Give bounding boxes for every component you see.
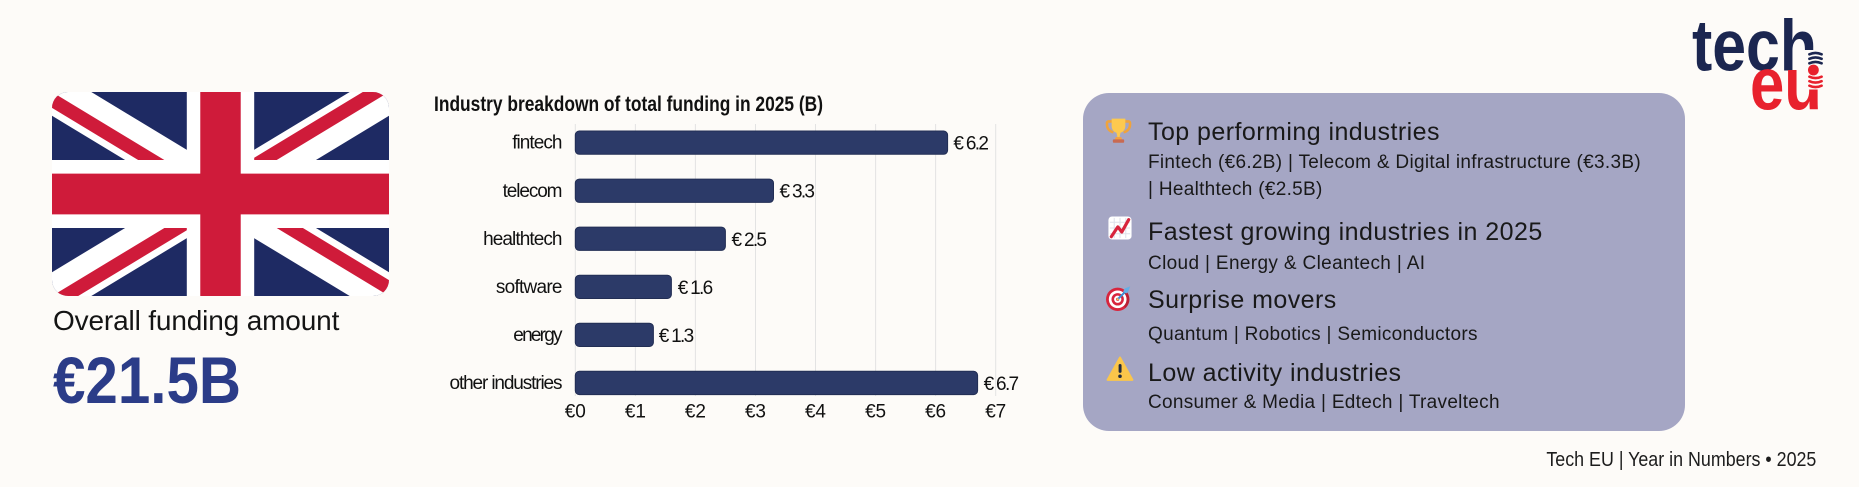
svg-text:telecom: telecom bbox=[503, 181, 563, 202]
svg-text:€ 2.5: € 2.5 bbox=[732, 230, 768, 251]
svg-text:€21.5B: €21.5B bbox=[53, 343, 241, 417]
svg-text:fintech: fintech bbox=[512, 133, 562, 154]
svg-text:€ 3.3: € 3.3 bbox=[780, 182, 816, 203]
svg-text:other industries: other industries bbox=[450, 373, 563, 394]
svg-text:€ 1: € 1 bbox=[625, 402, 646, 423]
svg-text:€ 6.2: € 6.2 bbox=[953, 134, 989, 155]
svg-text:€ 4: € 4 bbox=[805, 402, 826, 423]
svg-text:€ 7: € 7 bbox=[985, 402, 1006, 423]
svg-text:healthtech: healthtech bbox=[483, 229, 562, 250]
svg-text:Industry breakdown of total fu: Industry breakdown of total funding in 2… bbox=[434, 93, 823, 116]
svg-text:€ 0: € 0 bbox=[565, 402, 586, 423]
svg-text:€ 3: € 3 bbox=[745, 402, 766, 423]
svg-text:tech: tech bbox=[1692, 7, 1817, 87]
svg-text:software: software bbox=[496, 277, 563, 298]
svg-text:energy: energy bbox=[513, 325, 563, 346]
svg-text:€ 6.7: € 6.7 bbox=[984, 374, 1020, 395]
svg-text:€ 1.6: € 1.6 bbox=[678, 278, 714, 299]
svg-text:€ 2: € 2 bbox=[685, 402, 706, 423]
svg-text:€ 5: € 5 bbox=[865, 402, 886, 423]
svg-text:€ 1.3: € 1.3 bbox=[659, 326, 695, 347]
svg-text:€ 6: € 6 bbox=[925, 402, 946, 423]
